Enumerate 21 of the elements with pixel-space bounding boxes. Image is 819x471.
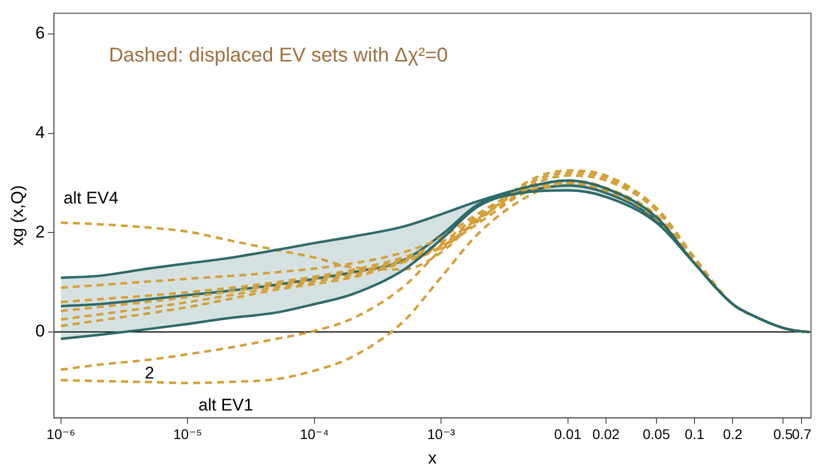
x-tick-label: 0.05 [642, 426, 670, 442]
x-tick-label: 0.2 [722, 426, 743, 442]
y-axis-title: xg (x,Q) [8, 185, 27, 246]
x-tick-label: 0.01 [554, 426, 582, 442]
x-tick-label: 10⁻³ [427, 426, 456, 442]
x-axis-title: x [428, 448, 438, 468]
y-tick-label: 0 [35, 322, 45, 341]
series-label: alt EV4 [63, 188, 118, 208]
x-tick-label: 10⁻⁵ [173, 426, 202, 442]
x-tick-label: 0.5 [773, 426, 794, 442]
annotation: Dashed: displaced EV sets with Δχ²=0 [108, 44, 448, 67]
series-label: alt EV1 [198, 396, 254, 415]
y-tick-label: 4 [35, 123, 45, 142]
x-tick-label: 0.1 [684, 426, 704, 442]
x-tick-label: 0.7 [792, 426, 812, 442]
y-tick-label: 2 [35, 222, 45, 242]
series-label: 2 [144, 363, 154, 382]
y-tick-label: 6 [35, 24, 45, 43]
x-tick-label: 10⁻⁴ [300, 426, 329, 442]
x-tick-label: 0.02 [592, 426, 620, 442]
x-tick-label: 10⁻⁶ [46, 426, 76, 442]
